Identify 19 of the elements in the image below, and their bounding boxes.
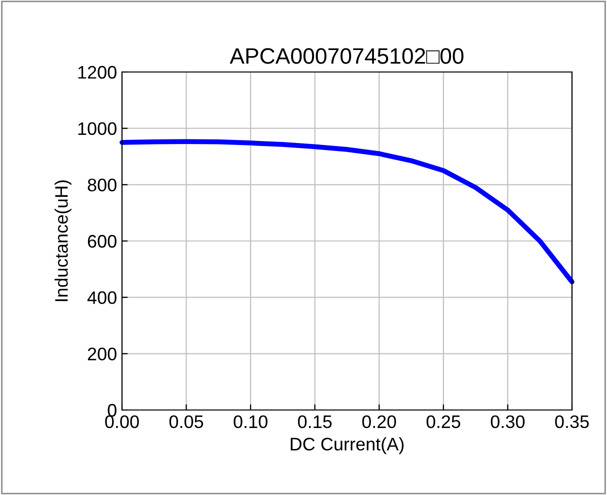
line-series xyxy=(120,139,574,284)
y-tick-label: 400 xyxy=(87,291,116,304)
y-axis-title: Inductance(uH) xyxy=(54,180,72,302)
y-tick-label: 1200 xyxy=(78,66,116,79)
x-tick-label: 0.20 xyxy=(362,415,396,428)
x-axis-title: DC Current(A) xyxy=(290,437,404,454)
y-tick-label: 0 xyxy=(108,404,116,417)
y-tick-label: 800 xyxy=(88,178,116,192)
x-tick-label: 0.30 xyxy=(490,415,525,428)
x-tick-label: 0.15 xyxy=(298,415,332,428)
y-tick-label: 1000 xyxy=(78,122,116,136)
x-tick-label: 0.35 xyxy=(555,415,589,428)
y-tick-label: 200 xyxy=(88,348,116,360)
x-tick-label: 0.00 xyxy=(105,415,139,428)
x-tick-label: 0.10 xyxy=(234,415,268,428)
y-tick-label: 600 xyxy=(88,234,116,248)
x-tick-label: 0.05 xyxy=(169,415,204,428)
chart-title: APCA00070745102□00 xyxy=(230,48,464,64)
x-tick-label: 0.25 xyxy=(426,415,460,428)
